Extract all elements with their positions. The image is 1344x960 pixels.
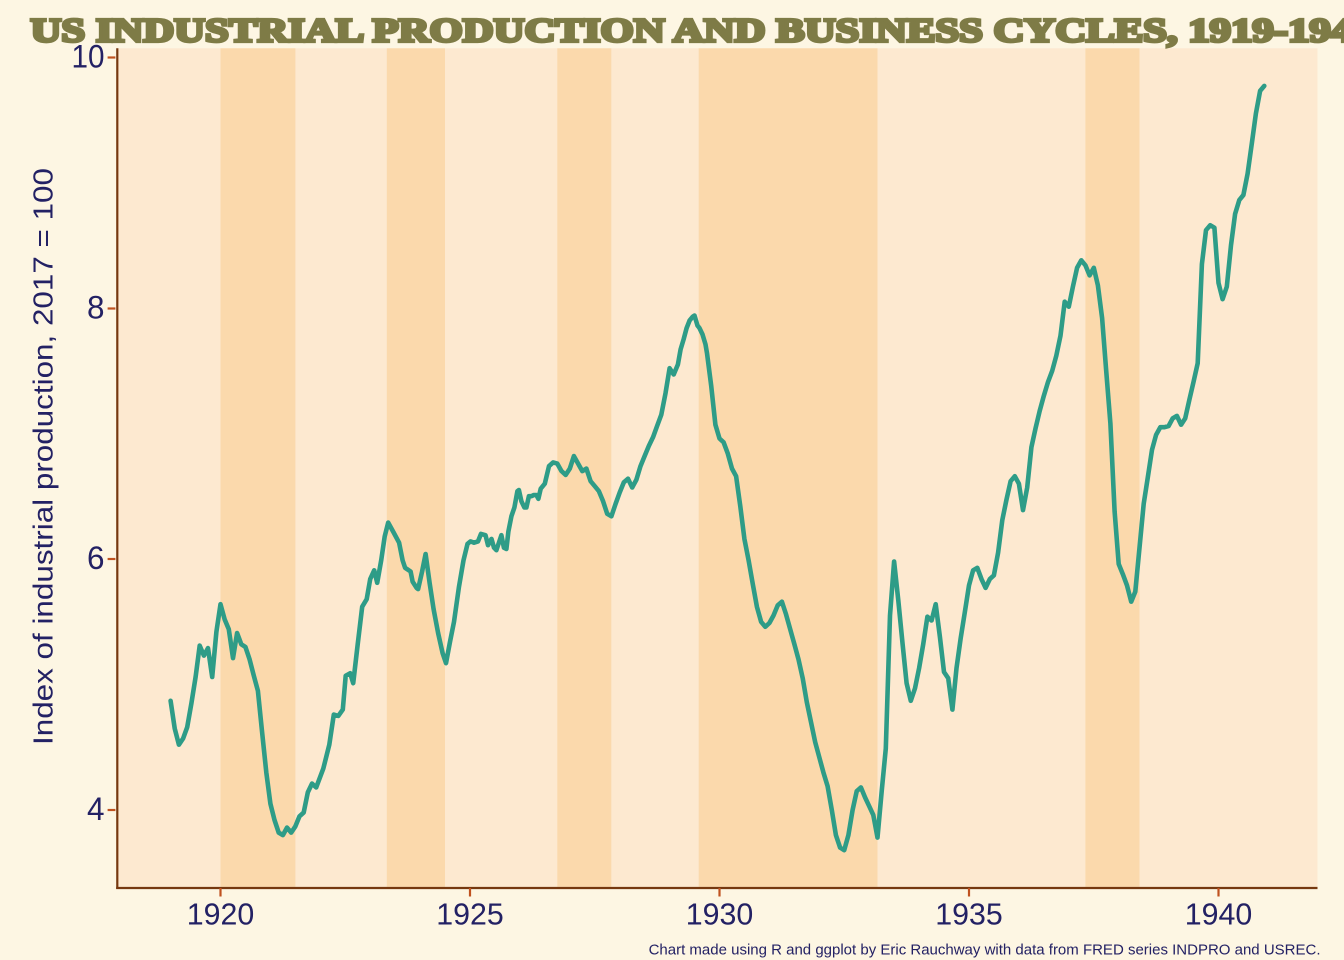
svg-text:Chart made using R and ggplot: Chart made using R and ggplot by Eric Ra… (649, 942, 1321, 959)
svg-text:1925: 1925 (436, 897, 504, 932)
svg-text:1940: 1940 (1185, 897, 1253, 932)
svg-text:4: 4 (87, 791, 105, 827)
svg-text:6: 6 (87, 540, 105, 576)
svg-text:8: 8 (87, 290, 105, 326)
svg-text:1930: 1930 (686, 897, 754, 932)
svg-text:1935: 1935 (935, 897, 1003, 932)
svg-text:Index of industrial production: Index of industrial production, 2017 = 1… (28, 168, 59, 745)
svg-text:10: 10 (72, 39, 105, 75)
svg-text:US INDUSTRIAL PRODUCTION AND B: US INDUSTRIAL PRODUCTION AND BUSINESS CY… (31, 13, 1344, 50)
svg-text:1920: 1920 (187, 897, 255, 932)
